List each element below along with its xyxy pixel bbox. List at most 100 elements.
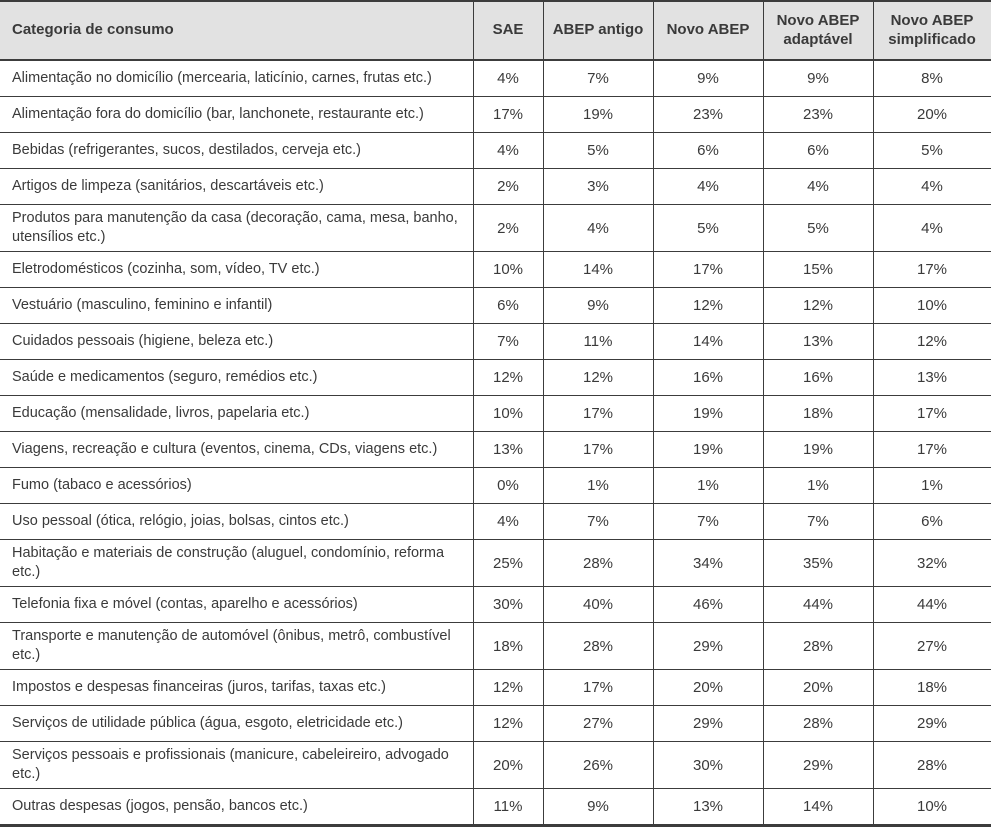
table-row: Artigos de limpeza (sanitários, descartá… <box>0 168 991 205</box>
table-row: Telefonia fixa e móvel (contas, aparelho… <box>0 586 991 623</box>
column-header-novo-abep-adaptavel: Novo ABEP adaptável <box>762 0 873 61</box>
table-row: Habitação e materiais de construção (alu… <box>0 539 991 587</box>
category-cell: Vestuário (masculino, feminino e infanti… <box>0 287 473 324</box>
value-cell: 9% <box>652 59 763 97</box>
value-cell: 12% <box>762 287 873 324</box>
value-cell: 17% <box>472 96 543 133</box>
value-cell: 12% <box>472 359 543 396</box>
value-cell: 30% <box>652 741 763 789</box>
value-cell: 17% <box>542 395 653 432</box>
value-cell: 13% <box>652 788 763 827</box>
value-cell: 9% <box>542 788 653 827</box>
value-cell: 8% <box>872 59 991 97</box>
value-cell: 12% <box>472 705 543 742</box>
value-cell: 9% <box>762 59 873 97</box>
value-cell: 7% <box>652 503 763 540</box>
header-row: Categoria de consumo SAE ABEP antigo Nov… <box>0 0 991 61</box>
value-cell: 10% <box>872 287 991 324</box>
value-cell: 14% <box>652 323 763 360</box>
value-cell: 7% <box>542 59 653 97</box>
value-cell: 10% <box>472 395 543 432</box>
category-cell: Viagens, recreação e cultura (eventos, c… <box>0 431 473 468</box>
table-row: Serviços de utilidade pública (água, esg… <box>0 705 991 742</box>
value-cell: 17% <box>872 431 991 468</box>
value-cell: 19% <box>652 395 763 432</box>
value-cell: 30% <box>472 586 543 623</box>
category-cell: Saúde e medicamentos (seguro, remédios e… <box>0 359 473 396</box>
value-cell: 6% <box>762 132 873 169</box>
category-cell: Bebidas (refrigerantes, sucos, destilado… <box>0 132 473 169</box>
table-row: Educação (mensalidade, livros, papelaria… <box>0 395 991 432</box>
value-cell: 5% <box>872 132 991 169</box>
value-cell: 29% <box>762 741 873 789</box>
category-cell: Outras despesas (jogos, pensão, bancos e… <box>0 788 473 827</box>
value-cell: 18% <box>762 395 873 432</box>
value-cell: 28% <box>542 622 653 670</box>
value-cell: 1% <box>652 467 763 504</box>
value-cell: 26% <box>542 741 653 789</box>
value-cell: 6% <box>652 132 763 169</box>
table-row: Vestuário (masculino, feminino e infanti… <box>0 287 991 324</box>
value-cell: 27% <box>872 622 991 670</box>
value-cell: 7% <box>762 503 873 540</box>
value-cell: 34% <box>652 539 763 587</box>
value-cell: 44% <box>872 586 991 623</box>
column-header-category: Categoria de consumo <box>0 0 473 61</box>
value-cell: 18% <box>472 622 543 670</box>
table-row: Impostos e despesas financeiras (juros, … <box>0 669 991 706</box>
value-cell: 14% <box>762 788 873 827</box>
value-cell: 3% <box>542 168 653 205</box>
value-cell: 17% <box>872 395 991 432</box>
category-cell: Fumo (tabaco e acessórios) <box>0 467 473 504</box>
value-cell: 28% <box>872 741 991 789</box>
value-cell: 44% <box>762 586 873 623</box>
table-row: Uso pessoal (ótica, relógio, joias, bols… <box>0 503 991 540</box>
value-cell: 4% <box>472 503 543 540</box>
value-cell: 15% <box>762 251 873 288</box>
value-cell: 35% <box>762 539 873 587</box>
value-cell: 1% <box>872 467 991 504</box>
value-cell: 10% <box>472 251 543 288</box>
column-header-abep-antigo: ABEP antigo <box>542 0 653 61</box>
table-row: Bebidas (refrigerantes, sucos, destilado… <box>0 132 991 169</box>
value-cell: 2% <box>472 168 543 205</box>
category-cell: Serviços de utilidade pública (água, esg… <box>0 705 473 742</box>
table-row: Serviços pessoais e profissionais (manic… <box>0 741 991 789</box>
value-cell: 17% <box>542 431 653 468</box>
value-cell: 11% <box>542 323 653 360</box>
category-cell: Transporte e manutenção de automóvel (ôn… <box>0 622 473 670</box>
category-cell: Habitação e materiais de construção (alu… <box>0 539 473 587</box>
value-cell: 0% <box>472 467 543 504</box>
value-cell: 16% <box>762 359 873 396</box>
table-row: Alimentação no domicílio (mercearia, lat… <box>0 59 991 97</box>
category-cell: Impostos e despesas financeiras (juros, … <box>0 669 473 706</box>
value-cell: 19% <box>652 431 763 468</box>
value-cell: 5% <box>542 132 653 169</box>
value-cell: 23% <box>762 96 873 133</box>
value-cell: 5% <box>652 204 763 252</box>
category-cell: Cuidados pessoais (higiene, beleza etc.) <box>0 323 473 360</box>
table-row: Saúde e medicamentos (seguro, remédios e… <box>0 359 991 396</box>
table-row: Fumo (tabaco e acessórios) 0% 1% 1% 1% 1% <box>0 467 991 504</box>
value-cell: 1% <box>542 467 653 504</box>
value-cell: 19% <box>762 431 873 468</box>
value-cell: 11% <box>472 788 543 827</box>
category-cell: Uso pessoal (ótica, relógio, joias, bols… <box>0 503 473 540</box>
category-cell: Educação (mensalidade, livros, papelaria… <box>0 395 473 432</box>
value-cell: 4% <box>472 59 543 97</box>
value-cell: 12% <box>652 287 763 324</box>
category-cell: Produtos para manutenção da casa (decora… <box>0 204 473 252</box>
value-cell: 6% <box>472 287 543 324</box>
value-cell: 4% <box>872 168 991 205</box>
value-cell: 20% <box>652 669 763 706</box>
value-cell: 20% <box>762 669 873 706</box>
value-cell: 17% <box>542 669 653 706</box>
value-cell: 7% <box>472 323 543 360</box>
value-cell: 32% <box>872 539 991 587</box>
value-cell: 18% <box>872 669 991 706</box>
table-row: Outras despesas (jogos, pensão, bancos e… <box>0 788 991 827</box>
value-cell: 5% <box>762 204 873 252</box>
column-header-novo-abep: Novo ABEP <box>652 0 763 61</box>
